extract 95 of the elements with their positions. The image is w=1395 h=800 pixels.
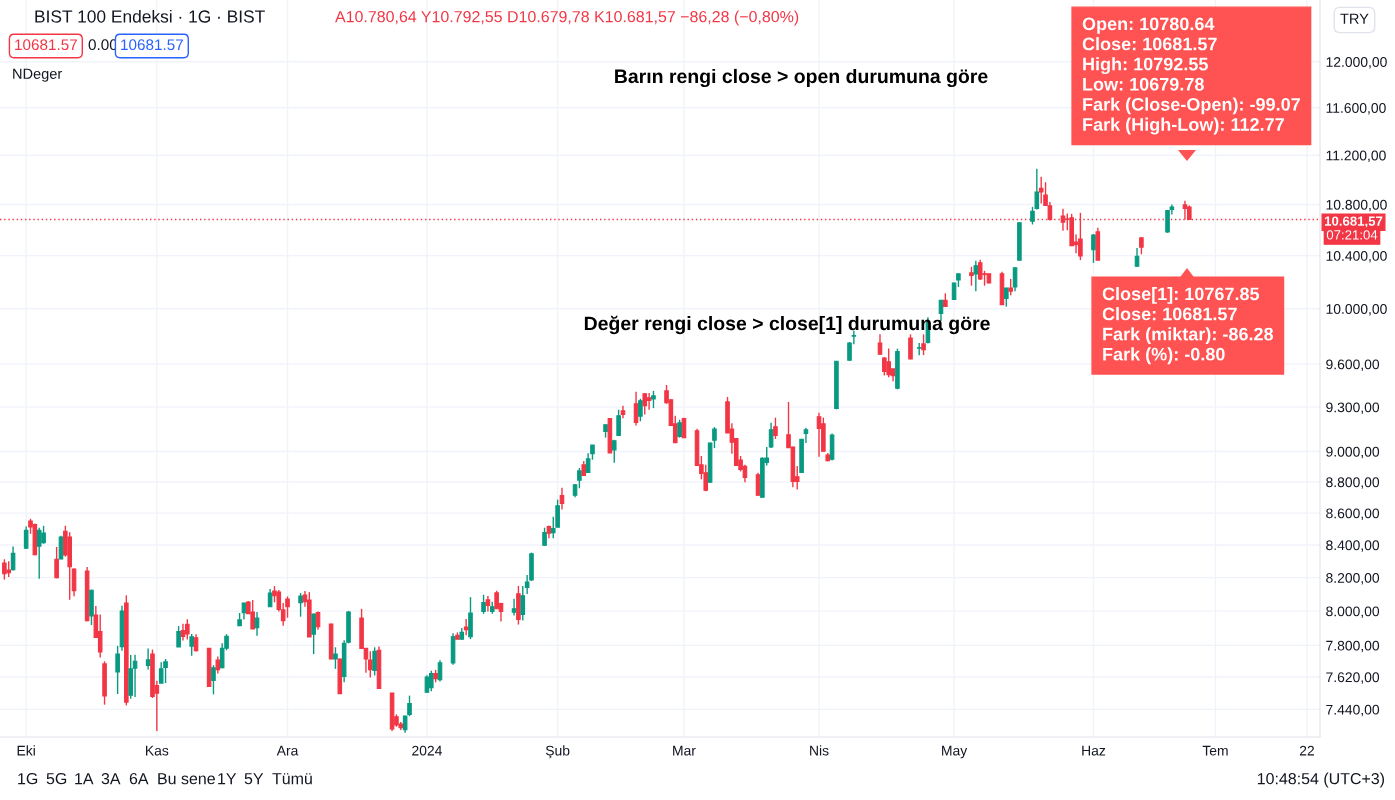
y-tick-label: 11.200,00 [1326,150,1386,163]
x-tick-label: Kas [146,745,169,756]
candlestick [145,647,151,671]
annotation: Open: 10780.64 Close: 10681.57 High: 10792.55 Low: 10679.78 Fark (Close-Open): -99.07 Fark (High-Low): 112.77 [1082,17,1300,135]
candlestick [311,612,316,655]
candlestick [1004,287,1009,308]
text: 07:21:04 [1326,230,1378,240]
candlestick [559,486,565,511]
candlestick [372,646,377,677]
y-tick-label: 8.000,00 [1326,606,1380,618]
annotation: NDeger [13,68,63,82]
ref-line-label: 10.681,57 [1325,216,1383,228]
text: 6A [129,772,149,785]
x-tick-label: Eki [17,745,35,756]
candlestick [250,599,255,630]
candlestick [646,392,652,411]
candlestick [886,347,892,378]
candlestick [185,618,190,641]
y-tick-label: 8.400,00 [1326,540,1380,552]
candlestick [969,266,974,287]
candlestick [577,467,582,489]
candlestick [97,613,103,659]
candlestick [333,646,338,670]
candlestick [638,398,643,423]
candlestick [773,416,778,440]
text: 5Y [244,773,264,785]
x-tick-label: 22 [1299,745,1314,756]
x-tick-label: Nis [810,745,829,756]
candlestick [616,409,621,437]
candlestick [189,633,194,657]
y-tick-label: 9.000,00 [1326,446,1380,459]
candlestick [921,333,926,356]
x-tick-label: Haz [1082,745,1106,756]
text: Tümü [272,773,312,785]
candlestick [481,594,486,615]
x-tick-label: Ara [276,745,299,756]
candlestick [877,333,883,356]
y-tick-label: 9.600,00 [1326,359,1380,371]
x-tick-label: 2024 [412,745,442,756]
candlestick [520,585,526,622]
candlestick [816,412,822,458]
y-tick-label: 12.000,00 [1326,57,1387,69]
candlestick [768,422,774,449]
candlestick [115,645,120,695]
candlestick [2,558,7,581]
text: 5G [46,772,67,785]
text: TRY [1340,13,1369,24]
y-tick-label: 10.800,00 [1326,199,1387,212]
candlestick [712,426,717,449]
candlestick [463,618,469,636]
y-tick-label: 7.800,00 [1326,640,1380,653]
x-tick-label: Mar [673,745,696,756]
y-tick-label: 7.620,00 [1326,672,1380,684]
x-tick-label: Tem [1202,745,1228,756]
y-tick-label: 7.440,00 [1326,704,1380,717]
candlestick [1038,176,1044,205]
text: 1A [75,773,94,785]
x-tick-label: Şub [545,745,570,759]
candlestick [633,391,639,427]
candlestick [1012,266,1018,292]
annotation: Close[1]: 10767.85 Close: 10681.57 Fark (miktar): -86.28 Fark (%): -0.80 [1102,287,1274,365]
y-tick-label: 8.800,00 [1326,477,1380,489]
y-tick-label: 11.600,00 [1326,103,1386,115]
candlestick [468,596,473,640]
y-tick-label: 10.000,00 [1326,304,1387,316]
text: 1Y [218,773,237,785]
y-tick-label: 10.400,00 [1326,250,1387,263]
candlestick [23,525,29,550]
text: 1G [18,772,38,785]
candlestick [511,598,517,617]
text: 3A [101,772,121,785]
annotation: Barın rengi close > open durumuna göre [615,68,988,88]
candlestick [254,611,260,637]
y-tick-label: 8.200,00 [1326,572,1380,585]
candlestick [755,472,761,497]
candlestick [54,546,59,579]
annotation: 10681.57 [15,39,77,51]
candlestick [973,260,979,292]
candlestick [158,661,164,684]
candlestick [176,625,181,648]
candlestick [367,650,373,679]
text: Bu sene [158,773,215,785]
candlestick [1165,209,1170,234]
candlestick [908,333,913,360]
text: A10.780,64 Y10.792,55 D10.679,78 K10.681,57 −86,28 (−0,80%) [335,10,799,26]
chart-title: BIST 100 Endeksi · 1G · BIST [35,9,265,23]
x-tick-label: May [942,745,968,759]
annotation: 10681.57 [121,39,183,51]
text: 10:48:54 (UTC+3) [1257,772,1385,788]
y-tick-label: 9.300,00 [1326,402,1380,414]
candlestick [36,526,42,580]
candlestick [298,592,303,618]
candlestick [163,658,168,684]
candlestick [211,664,216,696]
y-tick-label: 8.600,00 [1326,508,1380,520]
